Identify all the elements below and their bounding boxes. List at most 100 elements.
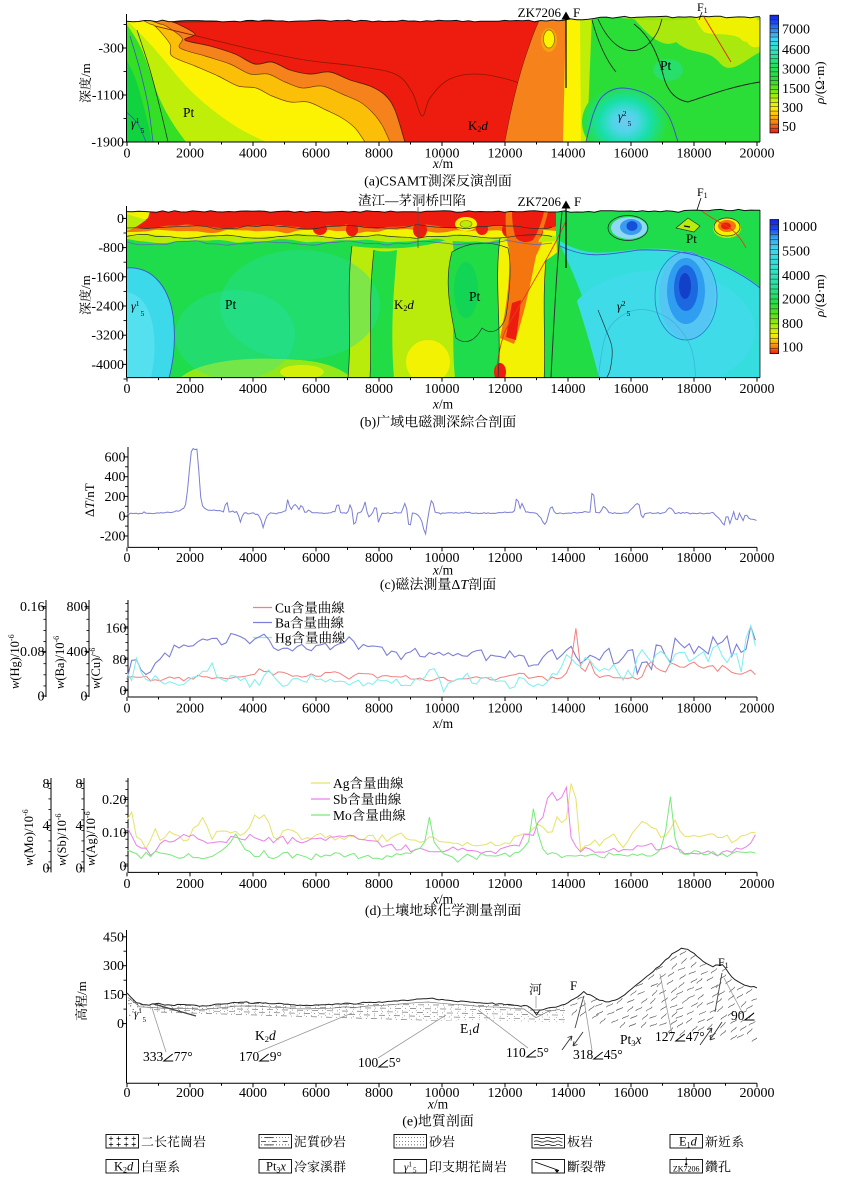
svg-text:E: E — [460, 1021, 468, 1036]
svg-text:F: F — [697, 185, 704, 199]
svg-text:K: K — [114, 1160, 123, 1174]
svg-text:14000: 14000 — [551, 702, 586, 717]
svg-text:/m: /m — [439, 156, 454, 171]
svg-text:16000: 16000 — [614, 702, 649, 717]
svg-text:100: 100 — [782, 341, 803, 356]
svg-text:2: 2 — [622, 299, 626, 308]
svg-text:5°: 5° — [389, 1055, 401, 1070]
svg-text:1: 1 — [408, 1161, 412, 1169]
svg-text:333: 333 — [143, 1049, 164, 1064]
svg-text:1: 1 — [725, 961, 729, 970]
svg-text:2000: 2000 — [176, 702, 204, 717]
svg-text:600: 600 — [105, 450, 126, 465]
svg-text:4000: 4000 — [239, 382, 267, 397]
svg-text:γ: γ — [131, 116, 136, 130]
svg-text:160: 160 — [106, 622, 127, 637]
svg-text:Pt: Pt — [225, 297, 237, 312]
svg-text:400: 400 — [67, 645, 88, 660]
svg-text:12000: 12000 — [488, 1086, 523, 1101]
svg-text:F: F — [570, 978, 577, 993]
svg-text:3: 3 — [631, 1038, 635, 1048]
svg-text:x: x — [279, 1160, 286, 1174]
svg-text:150: 150 — [103, 988, 124, 1003]
svg-text:0: 0 — [124, 877, 131, 892]
svg-text:10000: 10000 — [425, 551, 460, 566]
svg-text:0: 0 — [120, 684, 127, 699]
svg-text:2000: 2000 — [176, 877, 204, 892]
svg-text:-4000: -4000 — [91, 358, 124, 373]
svg-text:12000: 12000 — [488, 877, 523, 892]
svg-text:0.08: 0.08 — [20, 645, 45, 660]
svg-text:d: d — [269, 1028, 276, 1043]
svg-text:(a)CSAMT: (a)CSAMT — [364, 175, 428, 190]
svg-text:-1100: -1100 — [92, 89, 124, 104]
svg-text:2000: 2000 — [176, 551, 204, 566]
svg-text:20000: 20000 — [740, 702, 775, 717]
svg-text:4000: 4000 — [239, 551, 267, 566]
svg-text:γ: γ — [404, 1162, 409, 1174]
svg-text:18000: 18000 — [677, 382, 712, 397]
svg-text:2: 2 — [477, 125, 481, 134]
svg-text:/(Ω·m): /(Ω·m) — [812, 61, 827, 97]
svg-text:14000: 14000 — [551, 551, 586, 566]
svg-text:4: 4 — [76, 819, 83, 834]
svg-text:16000: 16000 — [614, 382, 649, 397]
svg-text:5: 5 — [141, 126, 145, 135]
svg-text:x: x — [432, 716, 439, 731]
svg-text:-2400: -2400 — [91, 300, 124, 315]
svg-text:-1600: -1600 — [91, 270, 124, 285]
svg-text:(d): (d) — [365, 904, 382, 919]
svg-text:8000: 8000 — [365, 147, 393, 162]
svg-text:1: 1 — [704, 6, 708, 15]
svg-text:-800: -800 — [98, 241, 124, 256]
svg-text:ρ: ρ — [812, 311, 827, 318]
svg-text:(e): (e) — [402, 1115, 418, 1130]
svg-text:F: F — [718, 955, 725, 969]
svg-text:-3200: -3200 — [91, 329, 124, 344]
svg-text:14000: 14000 — [551, 1086, 586, 1101]
svg-text:Δ: Δ — [451, 578, 460, 593]
svg-text:1: 1 — [704, 191, 708, 200]
svg-text:8000: 8000 — [365, 702, 393, 717]
svg-text:10000: 10000 — [425, 877, 460, 892]
svg-text:10000: 10000 — [425, 382, 460, 397]
svg-text:800: 800 — [67, 600, 88, 615]
svg-text:K: K — [255, 1028, 265, 1043]
svg-text:E: E — [679, 1135, 687, 1149]
svg-text:(Hg)/10: (Hg)/10 — [8, 641, 22, 681]
svg-text:6000: 6000 — [302, 877, 330, 892]
svg-text:8000: 8000 — [365, 877, 393, 892]
svg-text:-6: -6 — [7, 634, 16, 641]
svg-text:6000: 6000 — [302, 382, 330, 397]
svg-text:Sb: Sb — [333, 792, 348, 807]
svg-text:/m: /m — [78, 275, 93, 289]
svg-text:18000: 18000 — [677, 551, 712, 566]
svg-text:4600: 4600 — [782, 43, 810, 58]
svg-text:6000: 6000 — [302, 702, 330, 717]
svg-text:/(Ω·m): /(Ω·m) — [812, 274, 827, 310]
svg-text:20000: 20000 — [740, 382, 775, 397]
svg-text:110: 110 — [506, 1045, 526, 1060]
svg-text:-6: -6 — [52, 636, 61, 643]
svg-text:2000: 2000 — [782, 292, 810, 307]
svg-text:Cu: Cu — [275, 601, 291, 616]
svg-text:300: 300 — [103, 959, 124, 974]
svg-text:γ: γ — [134, 1008, 139, 1020]
svg-text:2: 2 — [265, 1034, 269, 1044]
svg-text:(Mo)/10: (Mo)/10 — [22, 816, 36, 858]
svg-text:2: 2 — [623, 109, 627, 118]
svg-text:90: 90 — [731, 1008, 745, 1023]
svg-text:-6: -6 — [88, 648, 97, 655]
svg-text:100: 100 — [358, 1055, 379, 1070]
svg-text:16000: 16000 — [614, 1086, 649, 1101]
svg-text:4000: 4000 — [239, 877, 267, 892]
svg-text:/m: /m — [78, 63, 93, 77]
svg-text:ZK7206: ZK7206 — [518, 5, 562, 20]
svg-text:0: 0 — [38, 690, 45, 705]
svg-text:0.20: 0.20 — [102, 793, 127, 808]
svg-text:x: x — [432, 563, 439, 578]
svg-text:Ag: Ag — [333, 776, 350, 791]
svg-text:450: 450 — [103, 930, 124, 945]
svg-text:1: 1 — [687, 1141, 691, 1150]
svg-text:/m: /m — [74, 981, 89, 995]
